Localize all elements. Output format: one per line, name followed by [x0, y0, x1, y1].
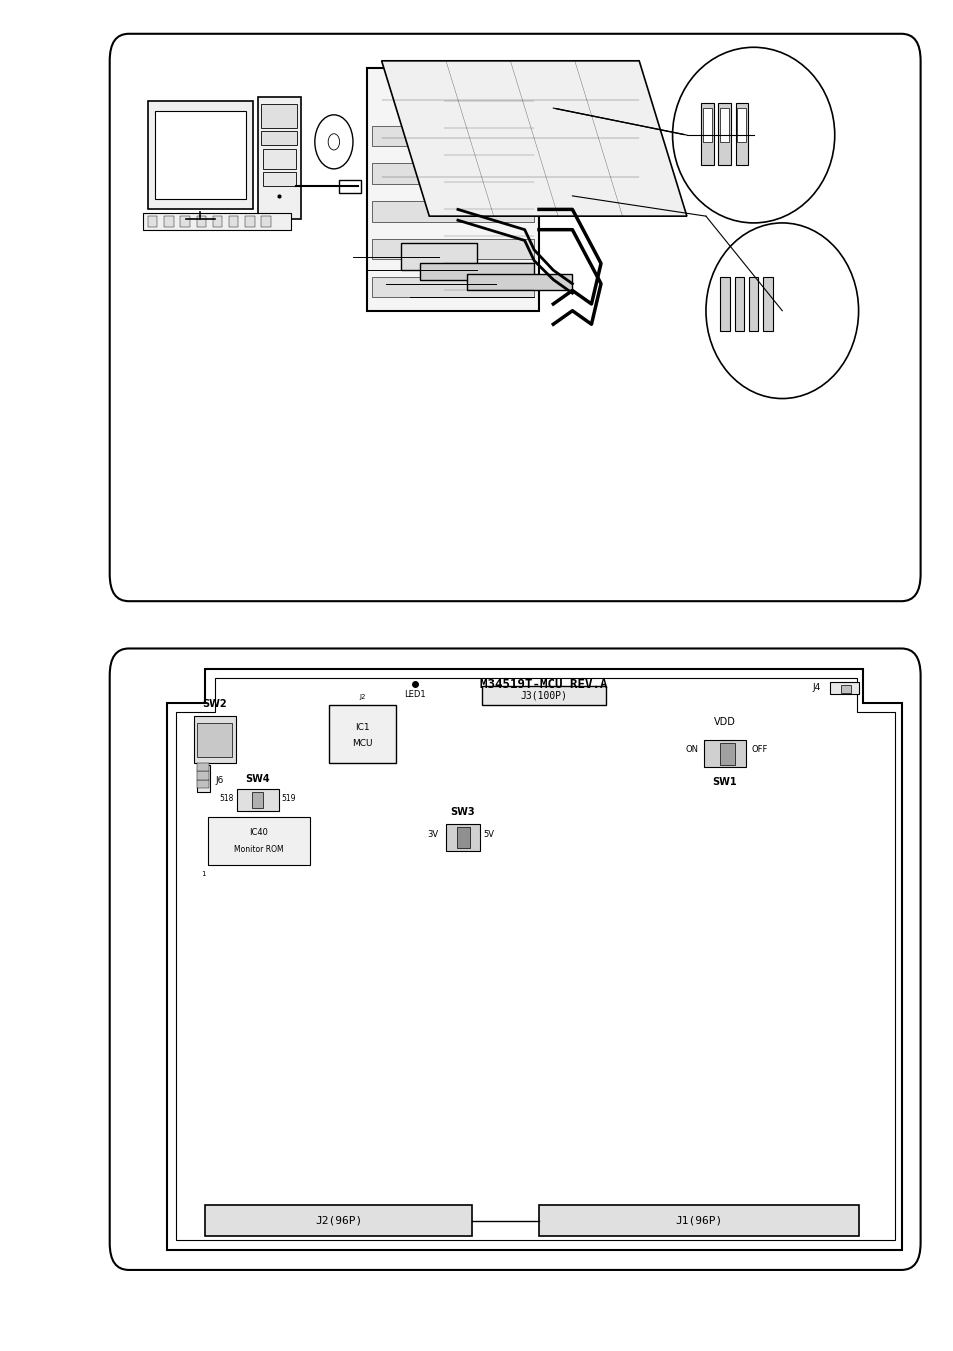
Bar [196, 216, 206, 227]
Bar [419, 263, 534, 280]
Bar [143, 213, 291, 230]
Bar [236, 789, 278, 811]
Bar [372, 163, 534, 184]
Bar [197, 780, 209, 788]
Text: SW3: SW3 [450, 808, 475, 817]
Text: J3(100P): J3(100P) [519, 690, 567, 701]
Bar [229, 216, 238, 227]
Bar [197, 771, 209, 780]
Bar [400, 243, 476, 270]
FancyBboxPatch shape [110, 34, 920, 601]
FancyBboxPatch shape [110, 648, 920, 1270]
Bar [762, 277, 772, 331]
Bar [263, 149, 295, 169]
Text: 5V: 5V [483, 831, 495, 839]
Bar [205, 1205, 472, 1236]
Text: J1(96P): J1(96P) [675, 1216, 721, 1225]
Text: IC1: IC1 [355, 723, 370, 732]
Text: Monitor ROM: Monitor ROM [233, 844, 284, 854]
Ellipse shape [314, 115, 353, 169]
Bar [445, 824, 479, 851]
Bar [372, 201, 534, 222]
Text: J2: J2 [359, 694, 365, 700]
Bar [154, 111, 246, 199]
Bar [196, 765, 210, 792]
Text: 518: 518 [219, 794, 233, 802]
Bar [720, 277, 729, 331]
Polygon shape [167, 669, 901, 1250]
Bar [208, 817, 310, 865]
Bar [703, 740, 745, 767]
Bar [193, 716, 235, 763]
Bar [538, 1205, 858, 1236]
Bar [148, 101, 253, 209]
Bar [164, 216, 173, 227]
Bar [467, 274, 572, 290]
Bar [261, 104, 296, 128]
Bar [148, 216, 157, 227]
Text: IC40: IC40 [250, 828, 268, 838]
Bar [197, 763, 209, 771]
Bar [829, 682, 858, 694]
Bar [720, 108, 728, 142]
Bar [180, 216, 190, 227]
Ellipse shape [705, 223, 858, 399]
Bar [252, 792, 263, 808]
Text: VDD: VDD [714, 717, 735, 727]
Polygon shape [381, 61, 686, 216]
Bar [718, 103, 730, 165]
Bar [748, 277, 758, 331]
Text: SW4: SW4 [245, 774, 270, 784]
Bar [737, 108, 745, 142]
Bar [702, 108, 711, 142]
Bar [700, 103, 713, 165]
Bar [481, 686, 605, 705]
Text: ON: ON [684, 746, 698, 754]
Text: J2(96P): J2(96P) [314, 1216, 362, 1225]
Bar [245, 216, 254, 227]
Ellipse shape [672, 47, 834, 223]
Text: MCU: MCU [352, 739, 373, 748]
Bar [197, 723, 232, 757]
Text: 1: 1 [201, 871, 205, 877]
Bar [720, 743, 734, 765]
Text: SW2: SW2 [202, 700, 227, 709]
Bar [338, 180, 360, 193]
Text: OFF: OFF [751, 746, 767, 754]
Text: LED1: LED1 [404, 690, 425, 700]
Bar [367, 68, 538, 311]
Text: J6: J6 [215, 777, 224, 785]
Bar [734, 277, 743, 331]
Bar [261, 131, 296, 145]
Bar [329, 705, 395, 763]
Text: J4: J4 [811, 684, 820, 692]
Text: 519: 519 [281, 794, 295, 802]
Bar [372, 239, 534, 259]
Bar [735, 103, 747, 165]
Text: 3V: 3V [427, 831, 438, 839]
Bar [263, 172, 295, 186]
Text: M34519T-MCU REV.A: M34519T-MCU REV.A [479, 678, 607, 692]
Bar [257, 97, 300, 219]
Bar [456, 827, 470, 848]
Bar [213, 216, 222, 227]
Bar [261, 216, 271, 227]
Bar [372, 277, 534, 297]
Text: SW1: SW1 [712, 777, 737, 786]
Ellipse shape [328, 134, 339, 150]
Bar [372, 126, 534, 146]
Bar [841, 685, 850, 693]
